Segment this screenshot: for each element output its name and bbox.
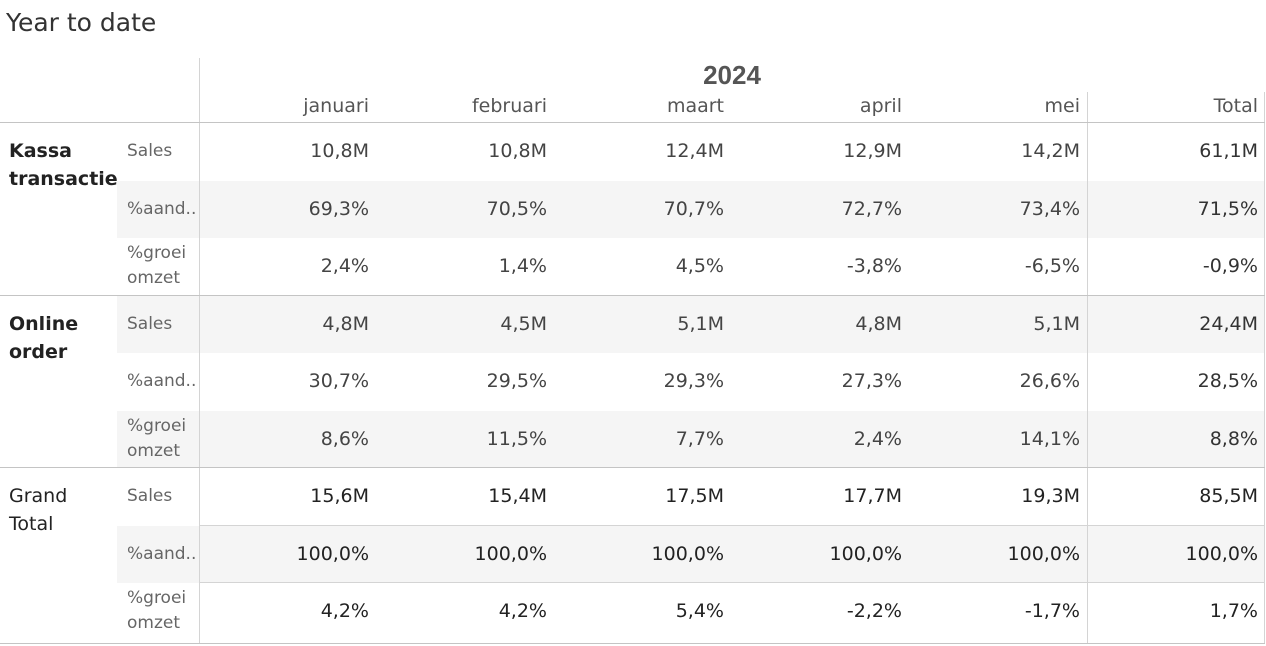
data-cell[interactable]: 14,2M — [1021, 140, 1080, 162]
data-cell[interactable]: 28,5% — [1197, 370, 1258, 392]
data-cell[interactable]: 5,1M — [1033, 312, 1080, 335]
data-cell[interactable]: 100,0% — [1007, 542, 1080, 565]
data-cell[interactable]: 100,0% — [829, 542, 902, 565]
year-header[interactable]: 2024 — [703, 60, 761, 90]
data-cell[interactable]: 26,6% — [1019, 370, 1080, 392]
row-stripe — [117, 525, 1265, 583]
data-cell[interactable]: 1,7% — [1209, 600, 1258, 622]
data-cell[interactable]: 7,7% — [675, 427, 724, 450]
data-cell[interactable]: 12,4M — [665, 140, 724, 162]
column-header-4[interactable]: mei — [1044, 95, 1080, 117]
data-cell[interactable]: 29,3% — [663, 370, 724, 392]
measure-label[interactable]: Sales — [127, 141, 173, 161]
data-cell[interactable]: 100,0% — [296, 542, 369, 565]
data-cell[interactable]: -2,2% — [846, 600, 902, 622]
data-cell[interactable]: 2,4% — [320, 255, 369, 277]
measure-label[interactable]: %aand.. — [127, 371, 197, 391]
row-divider — [0, 122, 1265, 123]
data-cell[interactable]: 4,2% — [320, 600, 369, 622]
row-divider — [199, 582, 1265, 583]
data-cell[interactable]: -3,8% — [846, 255, 902, 277]
data-cell[interactable]: 15,6M — [310, 485, 369, 507]
data-cell[interactable]: 100,0% — [474, 542, 547, 565]
data-cell[interactable]: 70,5% — [486, 197, 547, 220]
data-cell[interactable]: 4,8M — [855, 312, 902, 335]
data-cell[interactable]: -1,7% — [1024, 600, 1080, 622]
column-header-2[interactable]: maart — [666, 95, 724, 117]
data-cell[interactable]: 17,7M — [843, 485, 902, 507]
column-header-1[interactable]: februari — [471, 95, 547, 117]
data-cell[interactable]: 8,8% — [1209, 427, 1258, 450]
data-cell[interactable]: 19,3M — [1021, 485, 1080, 507]
data-cell[interactable]: 10,8M — [310, 140, 369, 162]
measure-label[interactable]: %groei omzet — [127, 415, 187, 461]
row-stripe — [117, 180, 1265, 238]
row-group-label[interactable]: Online order — [9, 312, 79, 363]
data-cell[interactable]: 4,5% — [675, 255, 724, 277]
measure-label[interactable]: %aand.. — [127, 543, 197, 564]
data-cell[interactable]: 4,5M — [500, 312, 547, 335]
data-cell[interactable]: 8,6% — [320, 427, 369, 450]
data-cell[interactable]: 72,7% — [841, 197, 902, 220]
data-cell[interactable]: 70,7% — [663, 197, 724, 220]
data-cell[interactable]: 73,4% — [1019, 197, 1080, 220]
data-cell[interactable]: 30,7% — [308, 370, 369, 392]
data-cell[interactable]: 27,3% — [841, 370, 902, 392]
measure-label[interactable]: %aand.. — [127, 198, 197, 219]
data-cell[interactable]: -6,5% — [1024, 255, 1080, 277]
column-header-3[interactable]: april — [859, 95, 902, 117]
data-cell[interactable]: 100,0% — [1185, 542, 1258, 565]
data-cell[interactable]: 69,3% — [308, 197, 369, 220]
row-divider — [0, 294, 1265, 296]
measure-label[interactable]: %groei omzet — [127, 243, 187, 288]
column-divider — [199, 58, 200, 644]
data-cell[interactable]: 24,4M — [1199, 312, 1258, 335]
row-divider — [199, 524, 1265, 526]
data-cell[interactable]: 5,1M — [677, 312, 724, 335]
row-group-label[interactable]: Grand Total — [9, 485, 68, 535]
measure-label[interactable]: Sales — [127, 313, 173, 334]
sheet-title: Year to date — [6, 8, 157, 37]
column-divider — [1087, 92, 1088, 644]
data-cell[interactable]: 85,5M — [1199, 485, 1258, 507]
column-divider — [1264, 92, 1265, 644]
data-cell[interactable]: 17,5M — [665, 485, 724, 507]
data-cell[interactable]: 29,5% — [486, 370, 547, 392]
data-cell[interactable]: 11,5% — [486, 427, 547, 450]
data-cell[interactable]: 61,1M — [1199, 140, 1258, 162]
data-cell[interactable]: 1,4% — [498, 255, 547, 277]
row-stripe — [117, 295, 1265, 353]
data-cell[interactable]: 71,5% — [1197, 197, 1258, 220]
data-cell[interactable]: 10,8M — [488, 140, 547, 162]
row-stripe — [117, 410, 1265, 468]
data-cell[interactable]: 100,0% — [651, 542, 724, 565]
row-divider — [0, 467, 1265, 468]
data-cell[interactable]: 14,1% — [1019, 427, 1080, 450]
data-cell[interactable]: 4,2% — [498, 600, 547, 622]
row-divider — [0, 643, 1265, 644]
measure-label[interactable]: Sales — [127, 486, 173, 506]
data-cell[interactable]: 2,4% — [853, 427, 902, 450]
data-cell[interactable]: -0,9% — [1202, 255, 1258, 277]
data-cell[interactable]: 15,4M — [488, 485, 547, 507]
data-cell[interactable]: 12,9M — [843, 140, 902, 162]
data-cell[interactable]: 4,8M — [322, 312, 369, 335]
row-group-label[interactable]: Kassa transactie — [9, 140, 118, 190]
measure-label[interactable]: %groei omzet — [127, 588, 187, 633]
column-header-0[interactable]: januari — [303, 95, 369, 117]
data-cell[interactable]: 5,4% — [675, 600, 724, 622]
column-header-5[interactable]: Total — [1213, 95, 1258, 117]
